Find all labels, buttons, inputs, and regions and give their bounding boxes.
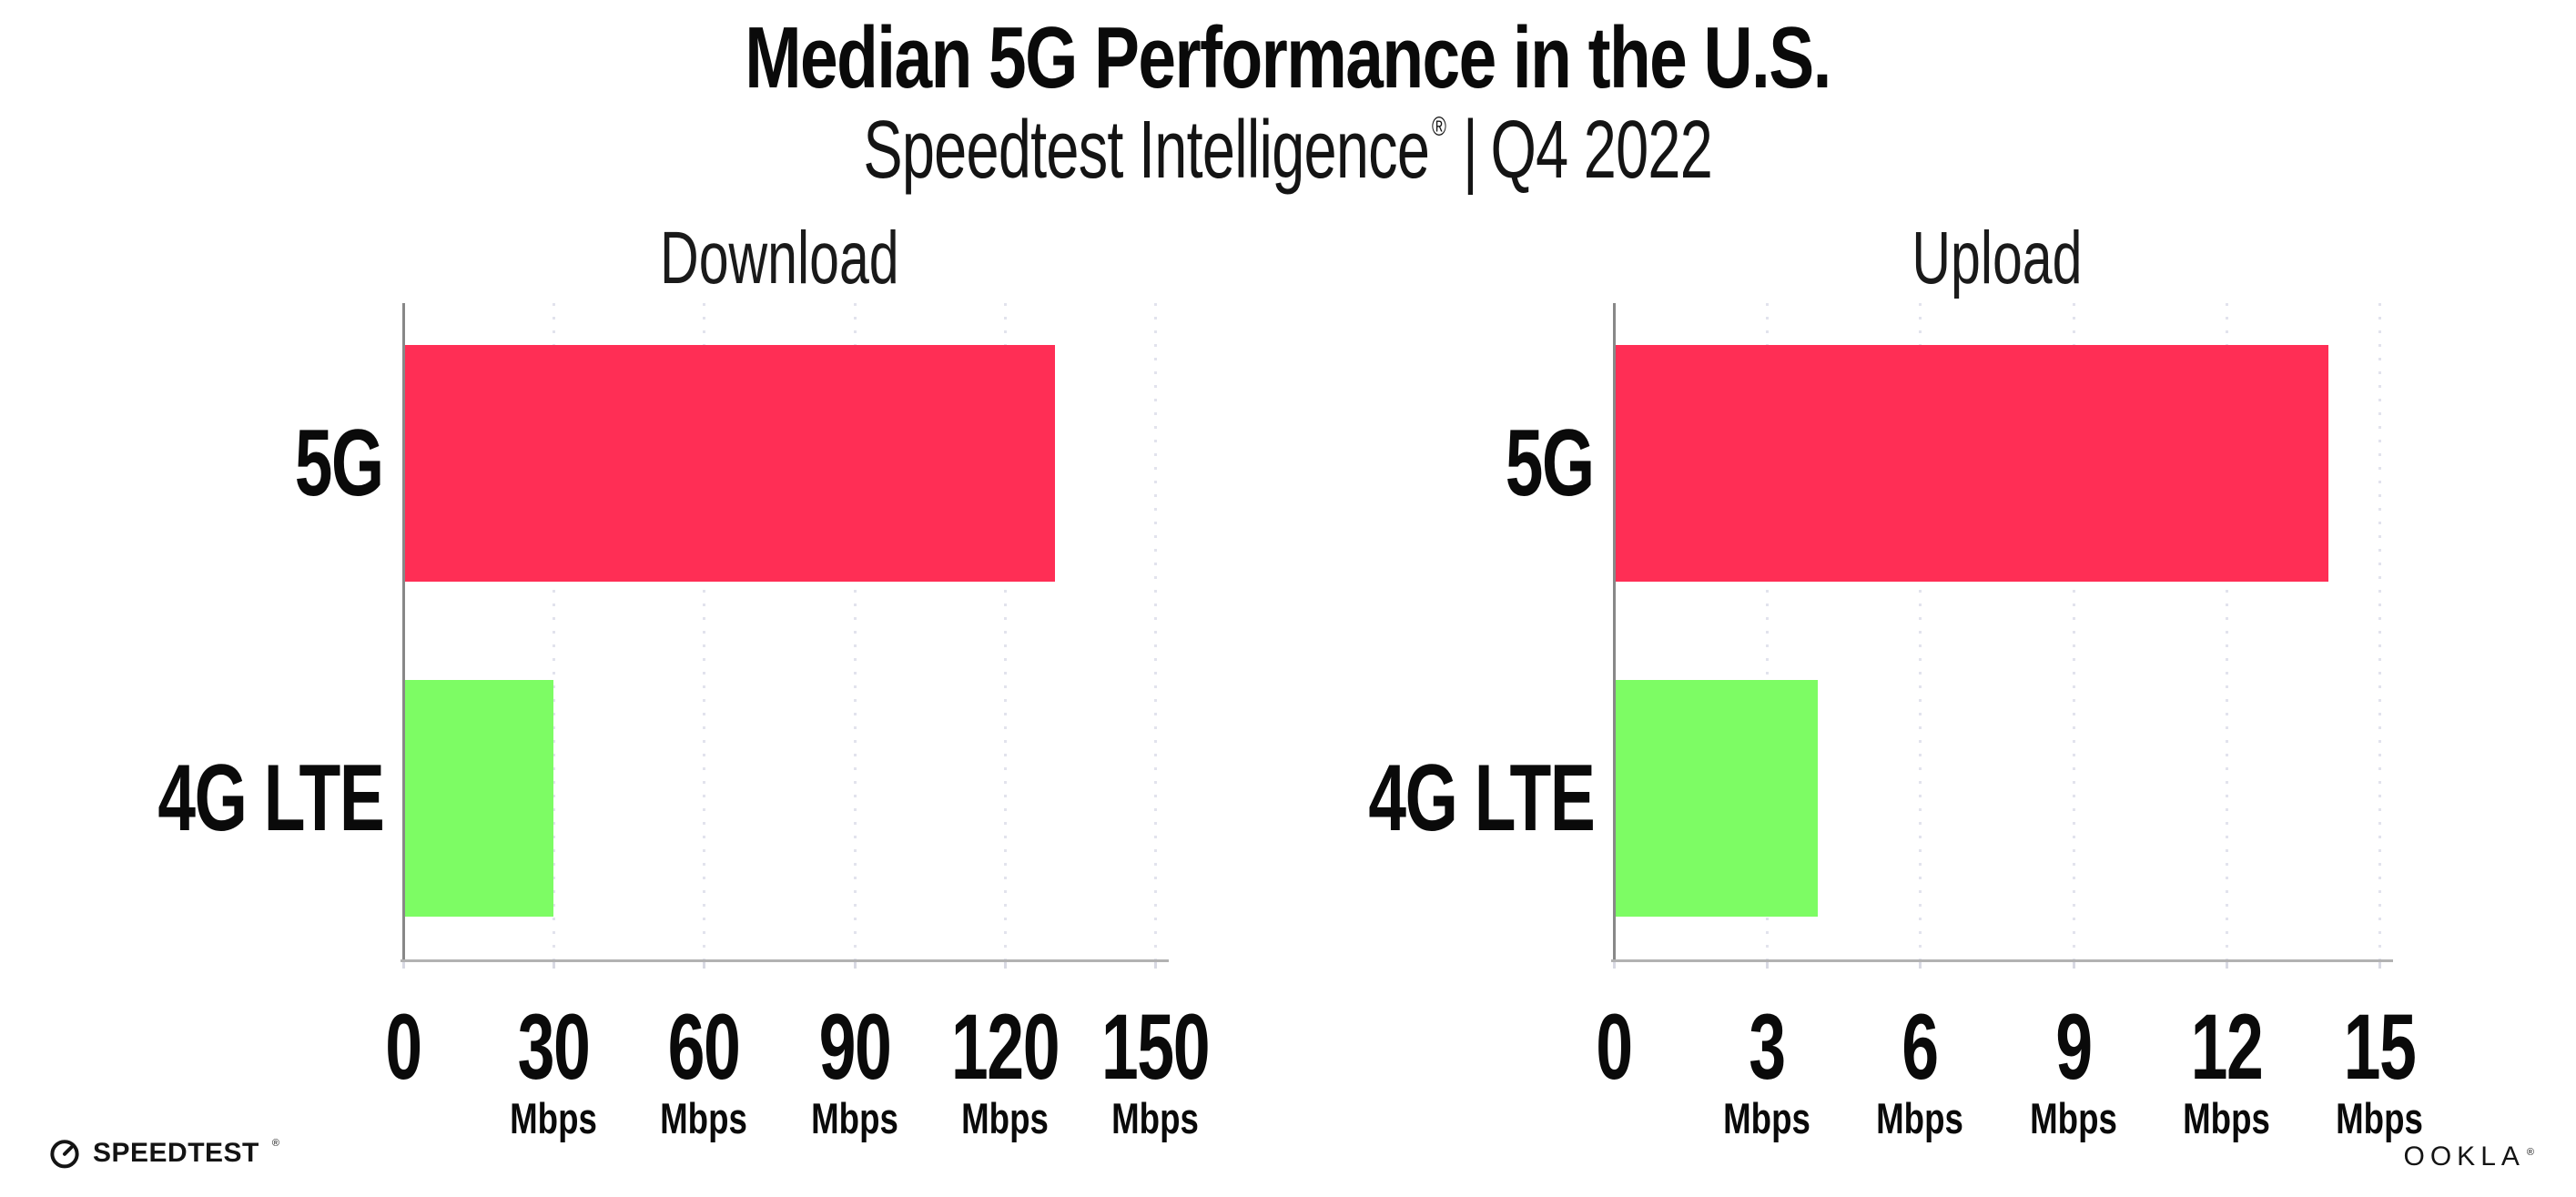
x-unit-label: Mbps [660,1094,748,1142]
axis-tick-mark [1766,960,1770,969]
x-tick-label: 30 [517,995,591,1099]
axis-tick-mark [402,960,405,969]
subtitle-separator: | [1463,105,1478,196]
category-label-4g-lte: 4G LTE [1368,745,1595,851]
x-unit-label: Mbps [2336,1094,2423,1142]
x-tick-label: 60 [667,995,741,1099]
x-tick-label: 150 [1100,995,1211,1099]
category-label-5g: 5G [294,410,384,516]
x-unit-label: Mbps [1876,1094,1964,1142]
axis-tick-mark [853,960,857,969]
gridline [1919,303,1922,960]
gridline [1766,303,1770,960]
x-tick-label: 90 [818,995,891,1099]
page-title: Median 5G Performance in the U.S. [0,9,2576,107]
x-tick-label: 9 [2054,995,2093,1099]
x-tick-label: 6 [1902,995,1940,1099]
x-unit-label: Mbps [510,1094,598,1142]
ookla-wordmark: OOKLA [2403,1141,2525,1172]
y-axis-line [402,303,405,962]
gridline [2072,303,2075,960]
x-tick-label: 120 [950,995,1060,1099]
axis-tick-mark [2072,960,2075,969]
axis-tick-mark [1613,960,1616,969]
x-tick-label: 15 [2343,995,2417,1099]
download-chart-title: Download [403,221,1155,296]
speedtest-logo: SPEEDTEST ® [47,1136,279,1171]
axis-tick-mark [1919,960,1922,969]
gridline [1003,303,1007,960]
bar-4g-lte [1614,680,1819,917]
ookla-registered-icon: ® [2526,1147,2540,1158]
gridline [1154,303,1157,960]
y-axis-line [1613,303,1616,962]
gridline [2225,303,2228,960]
x-axis-line [1611,959,2393,962]
registered-mark-icon: ® [1432,112,1446,142]
page-subtitle-text: Speedtest Intelligence® | Q4 2022 [864,106,1713,196]
download-plot: 0 30 Mbps 60 Mbps 90 Mbps 120 Mbps 150 Mbps 5G 4G LT… [157,303,1211,1140]
gridline [2378,303,2381,960]
ookla-logo: OOKLA ® [2404,1141,2540,1172]
speedtest-gauge-icon [47,1136,82,1171]
x-tick-label: 0 [1596,995,1633,1099]
category-label-5g: 5G [1505,410,1595,516]
upload-chart-title-text: Upload [1911,217,2083,299]
subtitle-period: Q4 2022 [1490,105,1713,196]
speedtest-wordmark: SPEEDTEST [93,1138,259,1168]
x-unit-label: Mbps [810,1094,898,1142]
speedtest-trademark-icon: ® [271,1138,279,1149]
gridline [853,303,857,960]
x-unit-label: Mbps [2182,1094,2270,1142]
x-unit-label: Mbps [2029,1094,2117,1142]
gridline [553,303,556,960]
x-unit-label: Mbps [1111,1094,1199,1142]
x-tick-label: 0 [385,995,422,1099]
axis-tick-mark [2225,960,2228,969]
axis-tick-mark [1154,960,1157,969]
page-subtitle: Speedtest Intelligence® | Q4 2022 [0,106,2576,196]
bar-5g [1614,345,2328,582]
page-title-text: Median 5G Performance in the U.S. [745,9,1832,107]
axis-tick-mark [2378,960,2381,969]
axis-tick-mark [703,960,706,969]
bar-4g-lte [403,680,554,917]
gridline [703,303,706,960]
subtitle-brand: Speedtest Intelligence [863,105,1431,196]
x-tick-label: 3 [1749,995,1786,1099]
download-chart-title-text: Download [659,217,899,299]
x-unit-label: Mbps [1723,1094,1811,1142]
axis-tick-mark [1003,960,1007,969]
x-axis-line [401,959,1169,962]
upload-plot: 0 3 Mbps 6 Mbps 9 Mbps 12 Mbps 15 Mbps 5G 4G LTE [1368,303,2423,1140]
bar-5g [403,345,1055,582]
x-tick-label: 12 [2190,995,2263,1099]
upload-chart-title: Upload [1614,221,2379,296]
category-label-4g-lte: 4G LTE [157,745,384,851]
axis-tick-mark [553,960,556,969]
x-unit-label: Mbps [960,1094,1049,1142]
